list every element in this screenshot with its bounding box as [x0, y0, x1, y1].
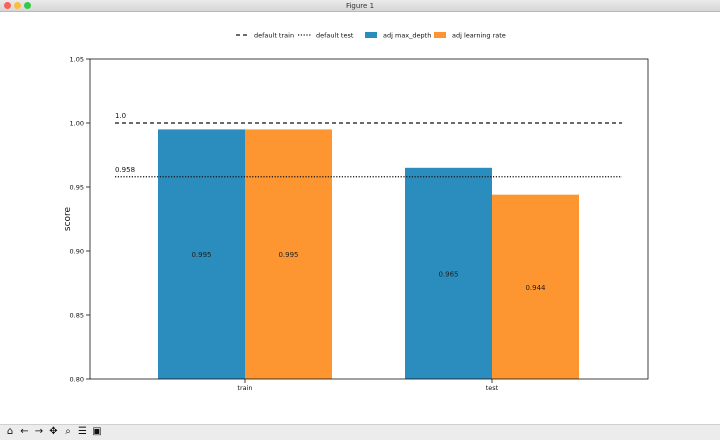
home-icon[interactable]: ⌂ — [6, 426, 14, 437]
back-icon[interactable]: ← — [20, 426, 29, 437]
close-window-button[interactable] — [4, 2, 11, 9]
window-title: Figure 1 — [345, 2, 375, 10]
forward-icon[interactable]: → — [34, 426, 44, 437]
navigation-toolbar: ⌂ ← → ✥ ⌕ ☰ ▣ — [0, 424, 720, 440]
y-tick-label: 0.90 — [70, 248, 84, 256]
window-titlebar: Figure 1 — [0, 0, 720, 12]
bar — [405, 167, 492, 379]
minimize-window-button[interactable] — [14, 2, 21, 9]
bar-value-label: 0.995 — [191, 251, 211, 259]
legend-label: default test — [316, 32, 354, 40]
bar-value-label: 0.995 — [278, 251, 298, 259]
save-icon[interactable]: ▣ — [92, 426, 102, 437]
y-tick-label: 1.00 — [70, 120, 84, 128]
bar-value-label: 0.944 — [525, 284, 546, 292]
figure-canvas: 0.995 0.965 0.995 0.944 1.0 0.958 0.80 0.85 0.90… — [0, 12, 720, 424]
y-tick-label: 1.05 — [70, 56, 84, 64]
y-tick-label: 0.95 — [70, 184, 84, 192]
plot-frame — [89, 58, 649, 380]
bar — [245, 129, 332, 379]
y-tick-label: 0.85 — [70, 312, 84, 320]
legend-label: adj max_depth — [383, 32, 431, 40]
pan-icon[interactable]: ✥ — [49, 426, 58, 437]
reference-line-label: 1.0 — [115, 112, 126, 120]
bar — [158, 129, 245, 379]
zoom-icon[interactable]: ⌕ — [65, 426, 71, 437]
bar — [492, 194, 579, 379]
zoom-window-button[interactable] — [24, 2, 31, 9]
y-axis-label: score — [63, 206, 73, 231]
y-tick-label: 0.80 — [70, 376, 84, 384]
legend-swatch — [365, 32, 377, 38]
bar-chart: 0.995 0.965 0.995 0.944 1.0 0.958 0.80 0.85 0.90… — [63, 32, 649, 392]
x-tick-label: train — [237, 384, 252, 392]
legend-label: adj learning rate — [452, 32, 506, 40]
configure-subplots-icon[interactable]: ☰ — [78, 426, 87, 437]
legend-label: default train — [254, 32, 294, 40]
bar-value-label: 0.965 — [438, 270, 458, 278]
reference-line-label: 0.958 — [115, 166, 135, 174]
x-tick-label: test — [486, 384, 499, 392]
legend-swatch — [434, 32, 446, 38]
